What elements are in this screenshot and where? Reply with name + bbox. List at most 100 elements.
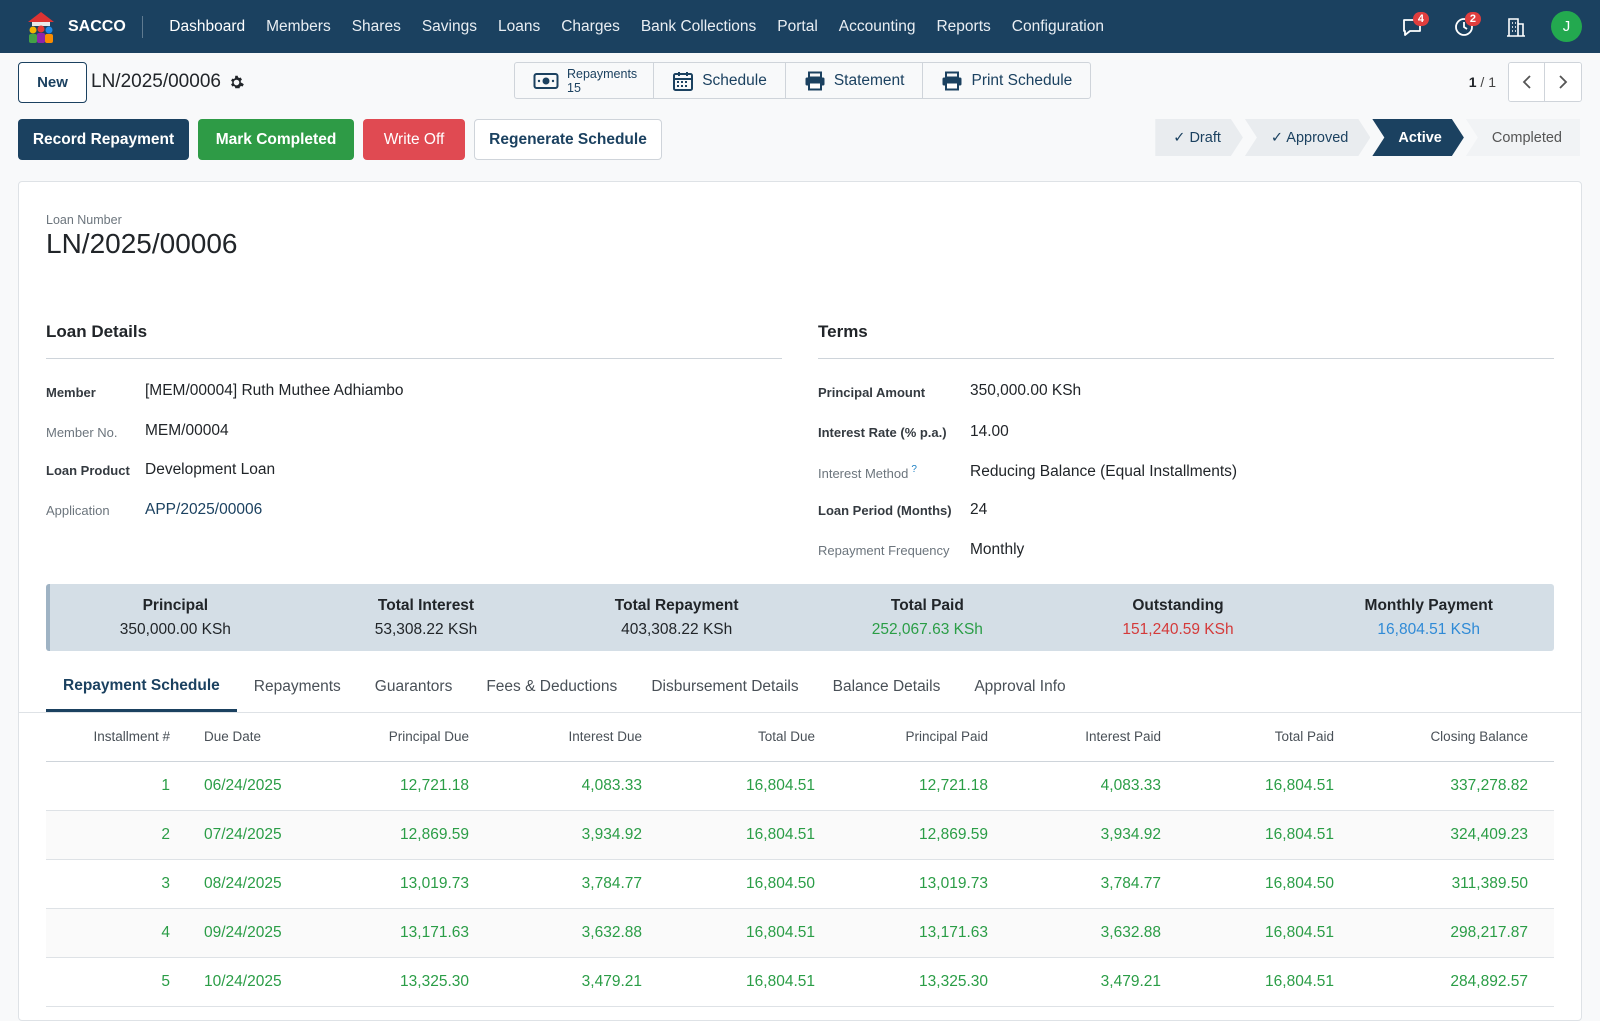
summary-outstanding: Outstanding 151,240.59 KSh bbox=[1053, 584, 1304, 651]
print-schedule-smart-button[interactable]: Print Schedule bbox=[923, 63, 1090, 98]
table-row[interactable]: 3 08/24/2025 13,019.73 3,784.77 16,804.50 13,… bbox=[46, 859, 1554, 909]
tab-approval-info[interactable]: Approval Info bbox=[974, 678, 1066, 695]
table-cell: 06/24/2025 bbox=[190, 761, 320, 811]
menu-loans[interactable]: Loans bbox=[498, 17, 541, 35]
sacco-logo-icon bbox=[24, 10, 58, 44]
table-cell: 13,325.30 bbox=[841, 957, 1014, 1007]
table-cell: 3,934.92 bbox=[1014, 810, 1187, 860]
table-row[interactable]: 2 07/24/2025 12,869.59 3,934.92 16,804.51 12,… bbox=[46, 810, 1554, 860]
statement-label: Statement bbox=[833, 71, 905, 89]
summary-label: Monthly Payment bbox=[1364, 596, 1493, 614]
column-header[interactable]: Total Paid bbox=[1187, 713, 1360, 762]
application-link[interactable]: APP/2025/00006 bbox=[145, 501, 263, 518]
tab-repayment-schedule[interactable]: Repayment Schedule bbox=[46, 662, 237, 712]
schedule-label: Schedule bbox=[702, 71, 767, 89]
write-off-button[interactable]: Write Off bbox=[363, 119, 465, 160]
pager-total: / 1 bbox=[1480, 74, 1496, 90]
menu-bank-collections[interactable]: Bank Collections bbox=[640, 17, 757, 35]
menu-savings[interactable]: Savings bbox=[421, 17, 477, 35]
status-active[interactable]: Active bbox=[1372, 119, 1464, 156]
menu-members[interactable]: Members bbox=[266, 17, 331, 35]
table-cell: 16,804.51 bbox=[1187, 908, 1360, 958]
repayment-frequency-field[interactable]: Monthly bbox=[970, 541, 1025, 558]
principal-amount-field[interactable]: 350,000.00 KSh bbox=[970, 382, 1082, 399]
table-cell: 16,804.51 bbox=[668, 908, 841, 958]
menu-accounting[interactable]: Accounting bbox=[838, 17, 916, 35]
printer-icon bbox=[805, 71, 825, 90]
application-label: Application bbox=[46, 503, 110, 518]
tabs-divider bbox=[19, 712, 1581, 713]
table-cell: 5 bbox=[46, 957, 190, 1007]
interest-method-field[interactable]: Reducing Balance (Equal Installments) bbox=[970, 463, 1238, 480]
menu-configuration[interactable]: Configuration bbox=[1011, 17, 1104, 35]
activities-badge: 2 bbox=[1464, 11, 1481, 26]
new-button[interactable]: New bbox=[18, 62, 87, 103]
gear-icon[interactable] bbox=[229, 75, 244, 90]
column-header[interactable]: Interest Due bbox=[495, 713, 668, 762]
tab-guarantors[interactable]: Guarantors bbox=[374, 678, 453, 695]
schedule-smart-button[interactable]: Schedule bbox=[654, 63, 786, 98]
statement-smart-button[interactable]: Statement bbox=[786, 63, 924, 98]
record-repayment-button[interactable]: Record Repayment bbox=[18, 119, 189, 160]
pager-previous-button[interactable] bbox=[1509, 63, 1545, 101]
menu-portal[interactable]: Portal bbox=[777, 17, 818, 35]
status-draft[interactable]: ✓ Draft bbox=[1155, 119, 1243, 156]
menu-dashboard[interactable]: Dashboard bbox=[169, 17, 246, 35]
menu-reports[interactable]: Reports bbox=[936, 17, 991, 35]
print-schedule-label: Print Schedule bbox=[971, 71, 1073, 89]
table-cell: 13,171.63 bbox=[841, 908, 1014, 958]
table-cell: 324,409.23 bbox=[1360, 810, 1554, 860]
column-header[interactable]: Closing Balance bbox=[1360, 713, 1554, 762]
table-cell: 13,325.30 bbox=[320, 957, 495, 1007]
loan-number-title[interactable]: LN/2025/00006 bbox=[46, 228, 238, 259]
loan-details-divider bbox=[46, 358, 782, 359]
table-cell: 16,804.51 bbox=[668, 810, 841, 860]
member-label: Member bbox=[46, 385, 96, 400]
column-header[interactable]: Total Due bbox=[668, 713, 841, 762]
status-completed[interactable]: Completed bbox=[1465, 119, 1580, 156]
table-cell: 16,804.51 bbox=[1187, 810, 1360, 860]
table-cell: 16,804.51 bbox=[1187, 761, 1360, 811]
table-row[interactable]: 4 09/24/2025 13,171.63 3,632.88 16,804.51 13,… bbox=[46, 908, 1554, 958]
tab-fees-deductions[interactable]: Fees & Deductions bbox=[486, 678, 618, 695]
loan-period-field[interactable]: 24 bbox=[970, 501, 988, 518]
table-cell: 3,479.21 bbox=[1014, 957, 1187, 1007]
summary-label: Outstanding bbox=[1132, 596, 1224, 614]
pager: 1 / 1 bbox=[1469, 62, 1582, 102]
summary-value: 151,240.59 KSh bbox=[1122, 620, 1234, 638]
messages-button[interactable]: 4 bbox=[1395, 10, 1429, 44]
table-cell: 311,389.50 bbox=[1360, 859, 1554, 909]
table-row[interactable]: 1 06/24/2025 12,721.18 4,083.33 16,804.51 12,… bbox=[46, 761, 1554, 811]
help-tooltip-icon[interactable]: ? bbox=[911, 464, 917, 475]
repayments-count: 15 bbox=[567, 80, 581, 95]
table-row[interactable]: 5 10/24/2025 13,325.30 3,479.21 16,804.51 13,… bbox=[46, 957, 1554, 1007]
menu-shares[interactable]: Shares bbox=[351, 17, 401, 35]
tab-balance-details[interactable]: Balance Details bbox=[832, 678, 941, 695]
activities-button[interactable]: 2 bbox=[1447, 10, 1481, 44]
member-field[interactable]: [MEM/00004] Ruth Muthee Adhiambo bbox=[145, 382, 404, 399]
pager-next-button[interactable] bbox=[1545, 63, 1581, 101]
repayments-smart-button[interactable]: Repayments 15 bbox=[515, 63, 655, 98]
table-cell: 3,784.77 bbox=[495, 859, 668, 909]
column-header[interactable]: Interest Paid bbox=[1014, 713, 1187, 762]
summary-value: 53,308.22 KSh bbox=[374, 620, 478, 638]
money-icon bbox=[533, 72, 559, 89]
tab-repayments[interactable]: Repayments bbox=[253, 678, 341, 695]
brand[interactable]: SACCO bbox=[24, 11, 143, 43]
tab-disbursement-details[interactable]: Disbursement Details bbox=[651, 678, 799, 695]
regenerate-schedule-button[interactable]: Regenerate Schedule bbox=[474, 119, 662, 160]
table-body: 1 06/24/2025 12,721.18 4,083.33 16,804.51 12,… bbox=[46, 761, 1554, 1007]
clock-icon bbox=[1455, 17, 1473, 36]
column-header[interactable]: Installment # bbox=[46, 713, 190, 762]
column-header[interactable]: Principal Due bbox=[320, 713, 495, 762]
company-switcher[interactable] bbox=[1499, 10, 1533, 44]
menu-charges[interactable]: Charges bbox=[561, 17, 620, 35]
status-approved[interactable]: ✓ Approved bbox=[1245, 119, 1370, 156]
mark-completed-button[interactable]: Mark Completed bbox=[198, 119, 354, 160]
loan-product-field[interactable]: Development Loan bbox=[145, 461, 276, 478]
column-header[interactable]: Principal Paid bbox=[841, 713, 1014, 762]
column-header[interactable]: Due Date bbox=[190, 713, 320, 762]
member-no-field[interactable]: MEM/00004 bbox=[145, 422, 229, 439]
interest-rate-field[interactable]: 14.00 bbox=[970, 423, 1009, 440]
user-avatar[interactable]: J bbox=[1551, 11, 1582, 42]
